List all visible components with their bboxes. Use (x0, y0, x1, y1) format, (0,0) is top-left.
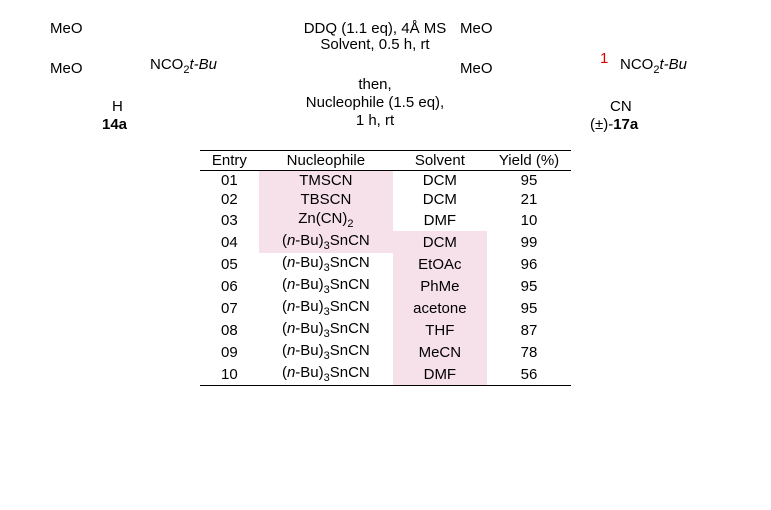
cell-yield: 78 (487, 341, 571, 363)
cond-line3: then, (290, 76, 460, 93)
cell-solvent: PhMe (393, 275, 487, 297)
cond-line4: Nucleophile (1.5 eq), (290, 94, 460, 111)
cell-nucleophile: (n-Bu)3SnCN (259, 297, 393, 319)
cell-nucleophile: Zn(CN)2 (259, 209, 393, 231)
table-row: 03Zn(CN)2DMF10 (200, 209, 571, 231)
cell-nucleophile: (n-Bu)3SnCN (259, 363, 393, 386)
cell-entry: 04 (200, 231, 259, 253)
cell-yield: 21 (487, 190, 571, 209)
cond-line2: Solvent, 0.5 h, rt (290, 36, 460, 53)
cell-yield: 56 (487, 363, 571, 386)
cell-nucleophile: (n-Bu)3SnCN (259, 319, 393, 341)
cell-nucleophile: (n-Bu)3SnCN (259, 341, 393, 363)
left-nco-group: NCO2t-Bu (150, 56, 217, 76)
table-row: 04(n-Bu)3SnCNDCM99 (200, 231, 571, 253)
cell-nucleophile: (n-Bu)3SnCN (259, 231, 393, 253)
right-cn: CN (610, 98, 632, 115)
reaction-scheme: MeO MeO NCO2t-Bu H 14a DDQ (1.1 eq), 4Å … (40, 20, 731, 140)
cell-entry: 07 (200, 297, 259, 319)
cell-entry: 08 (200, 319, 259, 341)
right-meo-top: MeO (460, 20, 493, 37)
cell-yield: 10 (487, 209, 571, 231)
cell-solvent: DCM (393, 190, 487, 209)
table-row: 06(n-Bu)3SnCNPhMe95 (200, 275, 571, 297)
cell-yield: 96 (487, 253, 571, 275)
cell-entry: 10 (200, 363, 259, 386)
cell-nucleophile: TBSCN (259, 190, 393, 209)
left-meo-top: MeO (50, 20, 83, 37)
cell-solvent: DMF (393, 363, 487, 386)
left-h: H (112, 98, 123, 115)
th-entry: Entry (200, 151, 259, 171)
cell-solvent: MeCN (393, 341, 487, 363)
right-meo-bot: MeO (460, 60, 493, 77)
cond-line5: 1 h, rt (290, 112, 460, 129)
table-row: 09(n-Bu)3SnCNMeCN78 (200, 341, 571, 363)
cell-solvent: DCM (393, 171, 487, 191)
table-row: 08(n-Bu)3SnCNTHF87 (200, 319, 571, 341)
table-row: 07(n-Bu)3SnCNacetone95 (200, 297, 571, 319)
right-nco-group: NCO2t-Bu (620, 56, 687, 76)
cell-entry: 01 (200, 171, 259, 191)
cell-entry: 03 (200, 209, 259, 231)
cell-yield: 95 (487, 275, 571, 297)
cell-yield: 95 (487, 171, 571, 191)
th-yield: Yield (%) (487, 151, 571, 171)
cell-solvent: DCM (393, 231, 487, 253)
cell-entry: 06 (200, 275, 259, 297)
table-row: 01TMSCNDCM95 (200, 171, 571, 191)
cell-nucleophile: TMSCN (259, 171, 393, 191)
left-meo-bot: MeO (50, 60, 83, 77)
table-row: 10(n-Bu)3SnCNDMF56 (200, 363, 571, 386)
cell-solvent: acetone (393, 297, 487, 319)
table-header-row: Entry Nucleophile Solvent Yield (%) (200, 151, 571, 171)
cell-nucleophile: (n-Bu)3SnCN (259, 253, 393, 275)
cell-yield: 99 (487, 231, 571, 253)
table-row: 02TBSCNDCM21 (200, 190, 571, 209)
table-row: 05(n-Bu)3SnCNEtOAc96 (200, 253, 571, 275)
cell-nucleophile: (n-Bu)3SnCN (259, 275, 393, 297)
cond-line1: DDQ (1.1 eq), 4Å MS (290, 20, 460, 37)
right-compound: (±)-17a (590, 116, 638, 133)
th-nucleophile: Nucleophile (259, 151, 393, 171)
cell-solvent: EtOAc (393, 253, 487, 275)
cell-solvent: THF (393, 319, 487, 341)
results-table: Entry Nucleophile Solvent Yield (%) 01TM… (200, 150, 571, 386)
cell-entry: 05 (200, 253, 259, 275)
cell-entry: 09 (200, 341, 259, 363)
cell-yield: 95 (487, 297, 571, 319)
right-red-1: 1 (600, 50, 608, 67)
left-compound: 14a (102, 116, 127, 133)
cell-entry: 02 (200, 190, 259, 209)
cell-solvent: DMF (393, 209, 487, 231)
cell-yield: 87 (487, 319, 571, 341)
th-solvent: Solvent (393, 151, 487, 171)
